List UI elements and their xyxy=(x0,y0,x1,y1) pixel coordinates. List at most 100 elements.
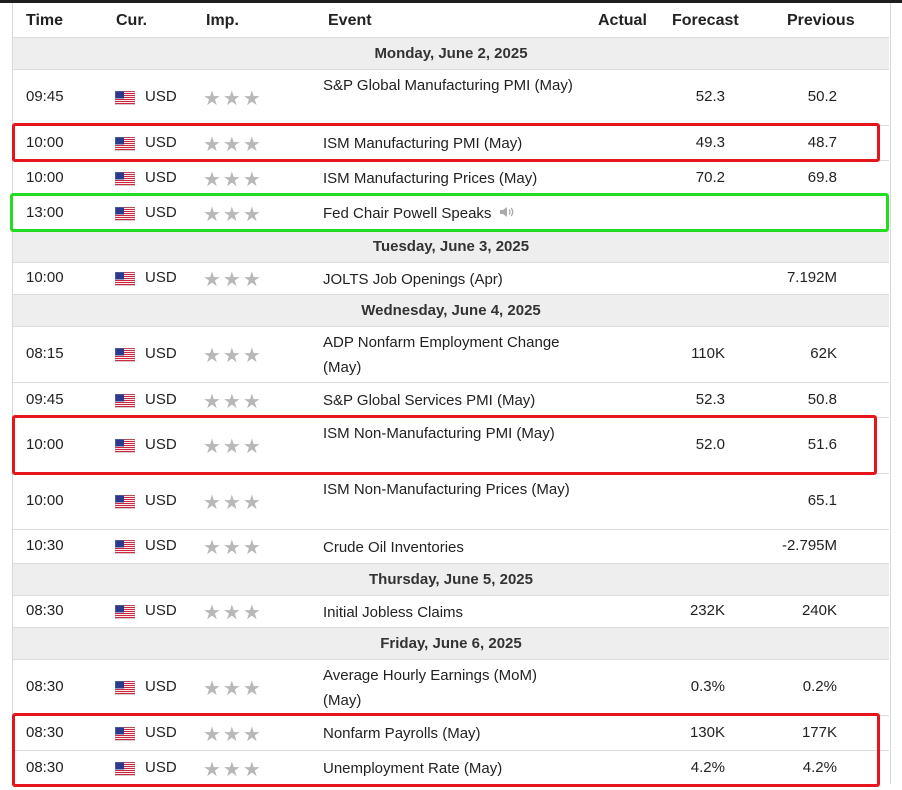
day-label: Friday, June 6, 2025 xyxy=(380,635,522,652)
importance-stars-icon: ★★★ xyxy=(203,537,263,559)
event-name-text: Average Hourly Earnings (MoM) (May) xyxy=(323,667,537,709)
event-time: 08:30 xyxy=(26,758,64,776)
event-currency: USD xyxy=(145,88,177,105)
event-currency: USD xyxy=(145,168,177,186)
day-header-tue: Tuesday, June 3, 2025 xyxy=(13,230,889,262)
event-forecast: 130K xyxy=(689,723,725,741)
event-name[interactable]: Fed Chair Powell Speaks xyxy=(323,201,573,227)
day-header-thu: Thursday, June 5, 2025 xyxy=(13,563,889,595)
event-row[interactable]: 10:00 USD ★★★ JOLTS Job Openings (Apr) 7.192… xyxy=(13,262,889,294)
event-time: 10:00 xyxy=(26,133,64,151)
event-previous: 4.2% xyxy=(802,758,837,776)
event-forecast: 4.2% xyxy=(690,758,725,776)
event-currency: USD xyxy=(145,436,177,453)
event-previous: 50.2 xyxy=(807,88,837,105)
importance-stars-icon: ★★★ xyxy=(203,678,263,700)
event-row[interactable]: 10:30 USD ★★★ Crude Oil Inventories -2.795M xyxy=(13,529,889,563)
importance-stars-icon: ★★★ xyxy=(203,436,263,458)
event-row[interactable]: 08:15 USD ★★★ ADP Nonfarm Employment Change… xyxy=(13,326,889,382)
event-time: 10:30 xyxy=(26,537,64,554)
event-name-text: JOLTS Job Openings (Apr) xyxy=(323,270,503,288)
event-row[interactable]: 10:00 USD ★★★ ISM Non-Manufacturing PMI (Ma… xyxy=(13,417,889,473)
col-currency[interactable]: Cur. xyxy=(116,12,148,29)
event-previous: 48.7 xyxy=(807,133,837,151)
event-row[interactable]: 09:45 USD ★★★ S&P Global Manufacturing PMI … xyxy=(13,69,889,125)
event-name[interactable]: ISM Non-Manufacturing PMI (May) xyxy=(323,421,573,446)
event-row[interactable]: 08:30 USD ★★★ Initial Jobless Claims 232K 240… xyxy=(13,595,889,627)
event-row[interactable]: 13:00 USD ★★★ Fed Chair Powell Speaks xyxy=(13,195,889,230)
calendar-body: Monday, June 2, 2025 09:45 USD ★★★ S&P Globa… xyxy=(13,37,889,785)
event-name[interactable]: S&P Global Services PMI (May) xyxy=(323,388,573,413)
day-label: Wednesday, June 4, 2025 xyxy=(361,302,541,319)
event-row[interactable]: 10:00 USD ★★★ ISM Non-Manufacturing Prices … xyxy=(13,473,889,529)
col-actual[interactable]: Actual xyxy=(598,12,647,29)
event-time: 08:15 xyxy=(26,345,64,362)
event-currency: USD xyxy=(145,723,177,741)
event-name[interactable]: ADP Nonfarm Employment Change (May) xyxy=(323,330,573,380)
table-header: Time Cur. Imp. Event Actual Forecast Pre… xyxy=(0,3,902,37)
importance-stars-icon: ★★★ xyxy=(203,390,263,413)
event-currency: USD xyxy=(145,537,177,554)
importance-stars-icon: ★★★ xyxy=(203,345,263,367)
event-time: 10:00 xyxy=(26,492,64,509)
event-name-text: S&P Global Services PMI (May) xyxy=(323,392,536,409)
event-forecast: 70.2 xyxy=(695,168,725,186)
event-time: 08:30 xyxy=(26,723,64,741)
event-row[interactable]: 08:30 USD ★★★ Average Hourly Earnings (MoM)… xyxy=(13,659,889,715)
event-name[interactable]: ISM Manufacturing PMI (May) xyxy=(323,131,573,156)
event-previous: 65.1 xyxy=(807,492,837,509)
event-time: 10:00 xyxy=(26,168,64,186)
event-name[interactable]: Average Hourly Earnings (MoM) (May) xyxy=(323,663,573,713)
event-name-text: ISM Manufacturing Prices (May) xyxy=(323,170,538,187)
event-name[interactable]: Crude Oil Inventories xyxy=(323,535,573,560)
event-row[interactable]: 08:30 USD ★★★ Unemployment Rate (May) 4.2% 4.… xyxy=(13,750,889,785)
event-name[interactable]: Initial Jobless Claims xyxy=(323,600,573,625)
event-time: 09:45 xyxy=(26,88,64,105)
event-name-text: Unemployment Rate (May) xyxy=(323,760,503,777)
day-label: Tuesday, June 3, 2025 xyxy=(372,238,530,255)
day-label: Monday, June 2, 2025 xyxy=(374,45,528,62)
event-currency: USD xyxy=(145,345,177,362)
importance-stars-icon: ★★★ xyxy=(203,203,263,226)
event-name[interactable]: S&P Global Manufacturing PMI (May) xyxy=(323,73,573,98)
event-row[interactable]: 08:30 USD ★★★ Nonfarm Payrolls (May) 130K 177… xyxy=(13,715,889,750)
event-previous: 177K xyxy=(801,723,837,741)
event-time: 08:30 xyxy=(26,602,64,619)
col-forecast[interactable]: Forecast xyxy=(672,12,739,29)
day-header-wed: Wednesday, June 4, 2025 xyxy=(13,294,889,326)
event-name[interactable]: Unemployment Rate (May) xyxy=(323,756,573,781)
us-flag-icon xyxy=(114,90,136,106)
event-previous: -2.795M xyxy=(781,537,837,554)
event-forecast: 52.3 xyxy=(695,390,725,408)
event-row[interactable]: 10:00 USD ★★★ ISM Manufacturing PMI (May) 49… xyxy=(13,125,889,160)
event-currency: USD xyxy=(145,133,177,151)
event-name-text: S&P Global Manufacturing PMI (May) xyxy=(323,77,573,94)
event-row[interactable]: 09:45 USD ★★★ S&P Global Services PMI (May)… xyxy=(13,382,889,417)
event-name[interactable]: ISM Non-Manufacturing Prices (May) xyxy=(323,477,573,502)
us-flag-icon xyxy=(114,171,136,186)
importance-stars-icon: ★★★ xyxy=(203,723,263,746)
day-label: Thursday, June 5, 2025 xyxy=(369,571,533,588)
event-forecast: 232K xyxy=(689,602,725,619)
event-name[interactable]: ISM Manufacturing Prices (May) xyxy=(323,166,573,191)
event-previous: 50.8 xyxy=(807,390,837,408)
event-forecast: 52.3 xyxy=(695,88,725,105)
event-name[interactable]: Nonfarm Payrolls (May) xyxy=(323,721,573,746)
col-event[interactable]: Event xyxy=(328,12,372,29)
us-flag-icon xyxy=(114,206,136,221)
col-importance[interactable]: Imp. xyxy=(206,12,239,29)
event-name-text: Nonfarm Payrolls (May) xyxy=(323,725,481,742)
event-previous: 0.2% xyxy=(802,678,837,695)
col-previous[interactable]: Previous xyxy=(787,12,855,29)
importance-stars-icon: ★★★ xyxy=(203,269,263,291)
event-row[interactable]: 10:00 USD ★★★ ISM Manufacturing Prices (May… xyxy=(13,160,889,195)
col-time[interactable]: Time xyxy=(26,12,64,29)
event-time: 10:00 xyxy=(26,436,64,453)
event-name-text: ADP Nonfarm Employment Change (May) xyxy=(323,334,560,376)
event-name[interactable]: JOLTS Job Openings (Apr) xyxy=(323,267,573,292)
us-flag-icon xyxy=(114,761,136,776)
us-flag-icon xyxy=(114,680,136,696)
event-time: 08:30 xyxy=(26,678,64,695)
us-flag-icon xyxy=(114,494,136,510)
top-border xyxy=(0,0,902,3)
